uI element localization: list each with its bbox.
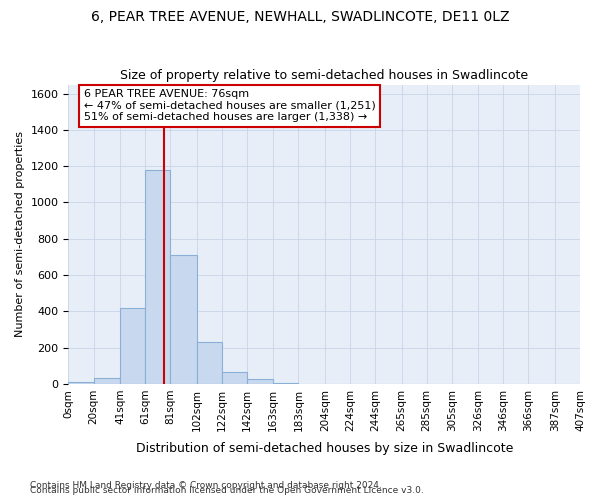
Bar [94, 378, 120, 384]
Bar [247, 380, 273, 384]
Text: Contains HM Land Registry data © Crown copyright and database right 2024.: Contains HM Land Registry data © Crown c… [30, 481, 382, 490]
Bar [145, 170, 170, 384]
X-axis label: Distribution of semi-detached houses by size in Swadlincote: Distribution of semi-detached houses by … [136, 442, 513, 455]
Bar [68, 382, 94, 384]
Text: 6 PEAR TREE AVENUE: 76sqm
← 47% of semi-detached houses are smaller (1,251)
51% : 6 PEAR TREE AVENUE: 76sqm ← 47% of semi-… [84, 89, 376, 122]
Title: Size of property relative to semi-detached houses in Swadlincote: Size of property relative to semi-detach… [120, 69, 528, 82]
Bar [222, 372, 247, 384]
Text: Contains public sector information licensed under the Open Government Licence v3: Contains public sector information licen… [30, 486, 424, 495]
Bar [273, 383, 298, 384]
Text: 6, PEAR TREE AVENUE, NEWHALL, SWADLINCOTE, DE11 0LZ: 6, PEAR TREE AVENUE, NEWHALL, SWADLINCOT… [91, 10, 509, 24]
Bar [197, 342, 222, 384]
Bar [170, 255, 197, 384]
Y-axis label: Number of semi-detached properties: Number of semi-detached properties [15, 131, 25, 337]
Bar [120, 308, 145, 384]
